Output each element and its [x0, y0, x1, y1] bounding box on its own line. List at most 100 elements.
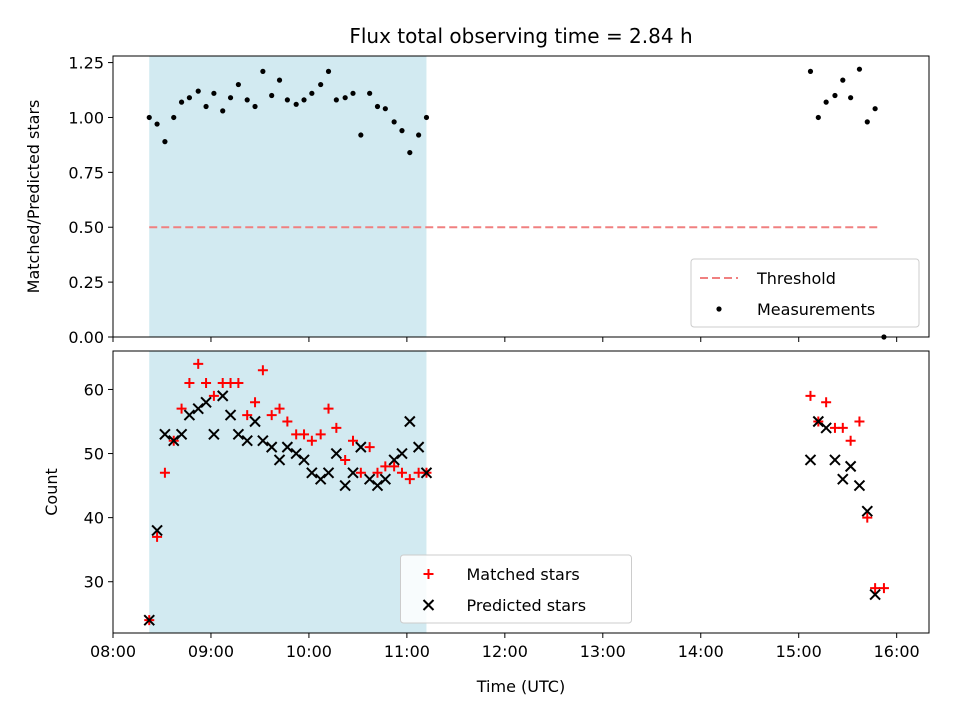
data-point [823, 99, 829, 105]
data-point [235, 81, 241, 88]
data-point [325, 68, 332, 74]
data-point [416, 132, 422, 138]
legend-box [400, 554, 632, 624]
data-point [374, 103, 381, 110]
data-point [242, 410, 253, 421]
data-point [870, 583, 881, 594]
data-point [220, 108, 226, 114]
data-point [807, 68, 814, 74]
data-point [872, 106, 878, 112]
data-point [193, 358, 204, 369]
data-point [159, 428, 171, 441]
data-point [175, 428, 188, 441]
data-point [420, 467, 433, 479]
axes-frame [112, 350, 930, 634]
data-point [178, 99, 185, 105]
data-point [250, 397, 261, 408]
data-point [281, 441, 294, 453]
data-point [274, 403, 285, 414]
data-point [252, 103, 258, 110]
data-point [200, 396, 212, 408]
data-point [347, 467, 359, 479]
data-point [269, 92, 275, 99]
y-tick-label: 0.75 [68, 163, 104, 182]
data-point [208, 390, 219, 401]
legend-swatch [423, 569, 434, 579]
data-point [812, 415, 825, 428]
data-point [330, 447, 343, 460]
data-point [407, 149, 413, 156]
y-tick-label: 30 [84, 573, 104, 592]
data-point [306, 467, 318, 479]
series-measurements [146, 66, 887, 340]
data-point [862, 512, 873, 523]
data-point [186, 95, 193, 101]
data-point [195, 88, 201, 94]
data-point [844, 460, 857, 473]
x-tick-label: 13:00 [580, 642, 626, 661]
data-point [396, 467, 407, 478]
axes-frame [112, 55, 930, 338]
data-point [815, 114, 821, 121]
data-point [306, 435, 317, 446]
data-point [379, 473, 392, 485]
x-tick-label: 15:00 [776, 642, 822, 661]
data-point [805, 390, 816, 401]
data-point [382, 106, 388, 112]
chart-title: Flux total observing time = 2.84 h [349, 24, 692, 48]
data-point [244, 97, 250, 103]
data-point [201, 378, 212, 389]
data-point [358, 132, 364, 138]
legend-label: Measurements [757, 300, 875, 319]
data-point [276, 77, 283, 83]
data-point [371, 479, 384, 492]
data-point [367, 90, 373, 96]
data-point [363, 473, 376, 485]
x-tick-label: 09:00 [188, 642, 234, 661]
y-tick-label: 1.00 [68, 108, 104, 127]
data-point [350, 90, 356, 96]
data-point [840, 77, 846, 83]
data-point [832, 92, 838, 99]
data-point [821, 397, 832, 408]
x-tick-label: 12:00 [482, 642, 528, 661]
data-point [266, 410, 277, 421]
data-point [388, 454, 400, 466]
y-tick-label: 0.25 [68, 273, 104, 292]
data-point [183, 409, 196, 421]
data-point [412, 441, 425, 453]
data-point [146, 114, 152, 121]
data-point [355, 441, 367, 453]
x-tick-label: 14:00 [678, 642, 724, 661]
data-point [224, 409, 237, 421]
data-point [298, 454, 310, 466]
legend-label: Threshold [756, 269, 836, 288]
x-tick-label: 10:00 [286, 642, 332, 661]
legend-label: Predicted stars [467, 596, 587, 615]
observing-window-shade [149, 351, 427, 633]
data-point [820, 422, 832, 434]
data-point [162, 139, 168, 145]
data-point [389, 461, 400, 472]
data-point [192, 402, 204, 415]
data-point [257, 365, 268, 376]
data-point [396, 447, 408, 460]
y-tick-label: 50 [84, 445, 104, 464]
data-point [293, 101, 299, 107]
data-point [299, 429, 310, 440]
data-point [854, 416, 865, 427]
legend-label: Matched stars [467, 565, 580, 584]
data-point [249, 415, 261, 428]
data-point [208, 428, 220, 441]
data-point [355, 467, 366, 478]
data-point [315, 429, 326, 440]
data-point [309, 90, 315, 96]
data-point [318, 81, 324, 88]
data-point [837, 473, 849, 485]
data-point [837, 422, 848, 433]
data-point [404, 474, 415, 485]
count-panel: 08:00 09:00 10:00 11:00 12:00 13:00 14:00 15:00… [42, 350, 930, 661]
data-point [333, 97, 339, 103]
data-point [233, 378, 244, 389]
data-point [143, 614, 155, 626]
